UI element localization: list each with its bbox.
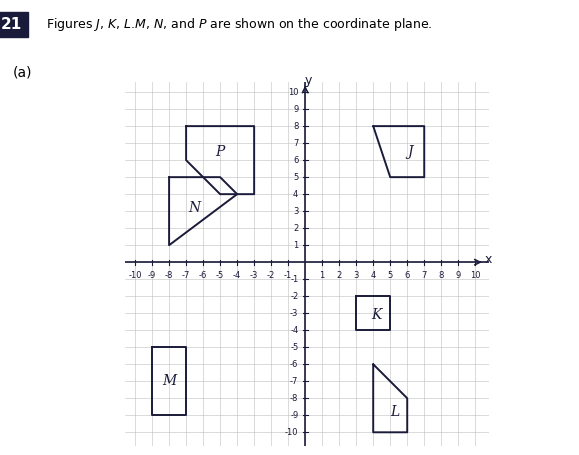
Text: 10: 10 — [470, 271, 481, 280]
Text: 1: 1 — [320, 271, 325, 280]
Text: -3: -3 — [250, 271, 258, 280]
Text: -5: -5 — [290, 343, 298, 352]
Text: 8: 8 — [438, 271, 444, 280]
Text: 5: 5 — [293, 172, 298, 182]
Text: 10: 10 — [288, 88, 298, 96]
Text: 6: 6 — [405, 271, 410, 280]
Text: 5: 5 — [387, 271, 393, 280]
Text: -10: -10 — [129, 271, 142, 280]
Text: 2: 2 — [293, 224, 298, 233]
Text: -9: -9 — [148, 271, 156, 280]
Text: -6: -6 — [290, 360, 298, 369]
Text: 4: 4 — [293, 190, 298, 199]
Text: 2: 2 — [336, 271, 342, 280]
Text: -7: -7 — [182, 271, 190, 280]
Text: -7: -7 — [290, 377, 298, 386]
Text: P: P — [215, 145, 225, 159]
Text: -5: -5 — [216, 271, 224, 280]
Text: (a): (a) — [13, 66, 32, 80]
Text: M: M — [162, 374, 176, 388]
Text: 7: 7 — [422, 271, 427, 280]
Text: 21: 21 — [1, 17, 22, 32]
Text: y: y — [305, 74, 312, 87]
Text: 9: 9 — [456, 271, 461, 280]
Text: -3: -3 — [290, 309, 298, 318]
Text: 4: 4 — [371, 271, 376, 280]
Text: 8: 8 — [293, 121, 298, 131]
Text: 1: 1 — [293, 241, 298, 250]
Text: 6: 6 — [293, 156, 298, 165]
Text: -8: -8 — [165, 271, 173, 280]
Text: -6: -6 — [199, 271, 207, 280]
Text: x: x — [484, 253, 492, 266]
Text: 3: 3 — [293, 207, 298, 216]
Text: 9: 9 — [293, 105, 298, 114]
Text: -1: -1 — [284, 271, 292, 280]
Text: 3: 3 — [354, 271, 359, 280]
Text: N: N — [189, 201, 201, 215]
Text: -9: -9 — [290, 411, 298, 420]
Text: 7: 7 — [293, 139, 298, 147]
Text: L: L — [391, 405, 400, 419]
Text: -4: -4 — [233, 271, 241, 280]
Text: -2: -2 — [267, 271, 275, 280]
Text: -2: -2 — [290, 292, 298, 301]
Text: J: J — [408, 145, 413, 159]
Text: -8: -8 — [290, 394, 298, 403]
Text: -1: -1 — [290, 275, 298, 284]
Text: -10: -10 — [285, 428, 298, 437]
Text: -4: -4 — [290, 326, 298, 335]
Text: Figures $J$, $K$, $L$.$M$, $N$, and $P$ are shown on the coordinate plane.: Figures $J$, $K$, $L$.$M$, $N$, and $P$ … — [46, 16, 433, 33]
Text: K: K — [371, 308, 382, 322]
